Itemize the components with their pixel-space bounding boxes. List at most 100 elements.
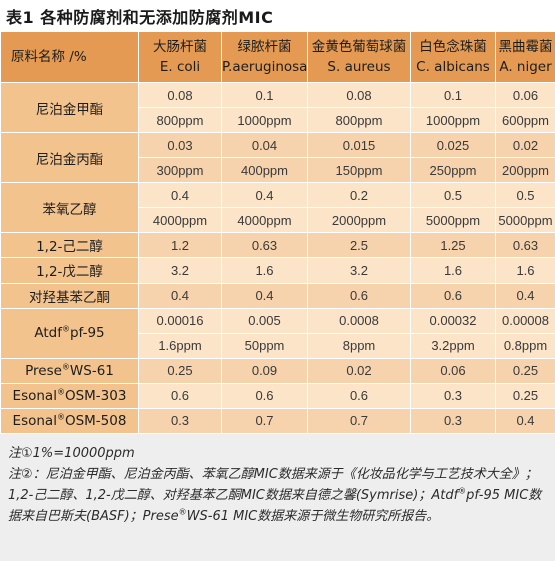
- row-label-name: Esonal: [12, 387, 57, 404]
- mic-percent-cell: 0.4: [221, 182, 308, 209]
- row-label: 尼泊金丙酯: [0, 132, 139, 184]
- registered-mark: ®: [56, 412, 65, 422]
- mic-percent-cell: 0.3: [410, 407, 496, 435]
- mic-ppm-cell: 300ppm: [138, 157, 222, 184]
- mic-percent-cell: 0.015: [307, 132, 411, 159]
- mic-percent-cell: 0.03: [138, 132, 222, 159]
- note-1: 注①1%=10000ppm: [8, 446, 135, 461]
- table-row: 300ppm 400ppm 150ppm 250ppm 200ppm: [1, 157, 555, 184]
- mic-percent-cell: 0.4: [495, 282, 555, 309]
- row-label-suffix: pf-95: [69, 325, 105, 342]
- mic-percent-cell: 0.6: [138, 382, 222, 409]
- row-label: 对羟基苯乙酮: [0, 282, 139, 309]
- mic-percent-cell: 0.4: [138, 282, 222, 309]
- mic-ppm-cell: 4000ppm: [138, 207, 222, 234]
- mic-ppm-cell: 1000ppm: [410, 107, 496, 134]
- mic-percent-cell: 1.6: [495, 257, 555, 284]
- table-row: 尼泊金丙酯 0.03 0.04 0.015 0.025 0.02: [0, 132, 555, 184]
- mic-percent-cell: 0.06: [410, 357, 496, 384]
- mic-ppm-cell: 3.2ppm: [410, 332, 496, 359]
- registered-mark: ®: [61, 362, 70, 372]
- table-row: 4000ppm 4000ppm 2000ppm 5000ppm 5000ppm: [1, 207, 555, 234]
- mic-percent-cell: 0.25: [138, 357, 222, 384]
- column-header: 白色念珠菌 C. albicans: [410, 31, 496, 83]
- mic-percent-cell: 0.08: [307, 81, 411, 109]
- mic-table: 原料名称 /% 大肠杆菌 E. coli 绿脓杆菌 P.aeruginosa 金黄色…: [0, 31, 555, 435]
- row-label: Esonal®OSM-508: [0, 407, 139, 435]
- mic-percent-cell: 0.4: [221, 282, 308, 309]
- mic-percent-cell: 0.3: [138, 407, 222, 435]
- table-row: Prese®WS-61 0.25 0.09 0.02 0.06 0.25: [0, 357, 555, 384]
- mic-percent-cell: 0.08: [138, 81, 222, 109]
- corner-header: 原料名称 /%: [0, 31, 139, 83]
- mic-percent-cell: 0.25: [495, 357, 555, 384]
- row-label: 尼泊金甲酯: [0, 81, 139, 134]
- mic-percent-cell: 0.63: [495, 232, 555, 259]
- note-2: 注②：尼泊金甲酯、尼泊金丙酯、苯氧乙醇MIC数据来源于《化妆品化学与工艺技术大全…: [8, 467, 542, 524]
- table-row: 1.6ppm 50ppm 8ppm 3.2ppm 0.8ppm: [1, 332, 555, 359]
- row-label-name: 尼泊金甲酯: [35, 101, 104, 118]
- mic-percent-cell: 0.02: [495, 132, 555, 159]
- row-label: Prese®WS-61: [0, 357, 139, 384]
- mic-ppm-cell: 2000ppm: [307, 207, 411, 234]
- mic-percent-cell: 0.00032: [410, 307, 496, 334]
- registered-mark: ®: [61, 324, 70, 334]
- mic-percent-cell: 0.25: [495, 382, 555, 409]
- header-row: 原料名称 /% 大肠杆菌 E. coli 绿脓杆菌 P.aeruginosa 金黄色…: [0, 31, 555, 83]
- row-label-name: 苯氧乙醇: [42, 201, 97, 218]
- mic-percent-cell: 0.6: [307, 382, 411, 409]
- mic-percent-cell: 0.3: [410, 382, 496, 409]
- mic-percent-cell: 0.7: [221, 407, 308, 435]
- column-header: 金黄色葡萄球菌 S. aureus: [307, 31, 411, 83]
- mic-percent-cell: 0.1: [410, 81, 496, 109]
- mic-percent-cell: 0.2: [307, 182, 411, 209]
- mic-percent-cell: 0.5: [410, 182, 496, 209]
- mic-percent-cell: 2.5: [307, 232, 411, 259]
- mic-percent-cell: 1.25: [410, 232, 496, 259]
- mic-ppm-cell: 250ppm: [410, 157, 496, 184]
- mic-ppm-cell: 4000ppm: [221, 207, 308, 234]
- mic-percent-cell: 0.6: [221, 382, 308, 409]
- table-row: Esonal®OSM-508 0.3 0.7 0.7 0.3 0.4: [0, 407, 555, 435]
- mic-percent-cell: 0.00016: [138, 307, 222, 334]
- mic-percent-cell: 0.06: [495, 81, 555, 109]
- mic-percent-cell: 0.4: [495, 407, 555, 435]
- table-row: 苯氧乙醇 0.4 0.4 0.2 0.5 0.5: [0, 182, 555, 234]
- row-label-name: Prese: [25, 362, 62, 379]
- mic-ppm-cell: 800ppm: [307, 107, 411, 134]
- mic-ppm-cell: 150ppm: [307, 157, 411, 184]
- column-header: 大肠杆菌 E. coli: [138, 31, 222, 83]
- mic-percent-cell: 0.6: [410, 282, 496, 309]
- row-label-name: Esonal: [12, 412, 57, 429]
- mic-ppm-cell: 200ppm: [495, 157, 555, 184]
- row-label-name: 尼泊金丙酯: [35, 151, 104, 168]
- table-row: Atdf®pf-95 0.00016 0.005 0.0008 0.00032 0.000…: [0, 307, 555, 359]
- row-label-name: 1,2-戊二醇: [36, 264, 103, 281]
- mic-percent-cell: 1.6: [221, 257, 308, 284]
- table-title: 表1 各种防腐剂和无添加防腐剂MIC: [6, 8, 274, 27]
- mic-ppm-cell: 600ppm: [495, 107, 555, 134]
- mic-percent-cell: 3.2: [307, 257, 411, 284]
- row-label: 苯氧乙醇: [0, 182, 139, 234]
- mic-ppm-cell: 800ppm: [138, 107, 222, 134]
- mic-percent-cell: 0.02: [307, 357, 411, 384]
- mic-percent-cell: 0.1: [221, 81, 308, 109]
- row-label-suffix: WS-61: [69, 362, 114, 379]
- row-label: Esonal®OSM-303: [0, 382, 139, 409]
- mic-percent-cell: 1.2: [138, 232, 222, 259]
- table-row: 1,2-戊二醇 3.2 1.6 3.2 1.6 1.6: [0, 257, 555, 284]
- mic-percent-cell: 0.4: [138, 182, 222, 209]
- column-header: 黑曲霉菌 A. niger: [495, 31, 555, 83]
- table-row: Esonal®OSM-303 0.6 0.6 0.6 0.3 0.25: [0, 382, 555, 409]
- row-label-name: 对羟基苯乙酮: [29, 289, 110, 306]
- notes-section: 注①1%=10000ppm 注②：尼泊金甲酯、尼泊金丙酯、苯氧乙醇MIC数据来源…: [0, 434, 555, 561]
- mic-ppm-cell: 5000ppm: [495, 207, 555, 234]
- mic-ppm-cell: 8ppm: [307, 332, 411, 359]
- mic-ppm-cell: 0.8ppm: [495, 332, 555, 359]
- mic-ppm-cell: 50ppm: [221, 332, 308, 359]
- mic-percent-cell: 0.63: [221, 232, 308, 259]
- mic-percent-cell: 0.0008: [307, 307, 411, 334]
- mic-percent-cell: 0.09: [221, 357, 308, 384]
- row-label-name: 1,2-己二醇: [36, 239, 103, 256]
- column-header: 绿脓杆菌 P.aeruginosa: [221, 31, 308, 83]
